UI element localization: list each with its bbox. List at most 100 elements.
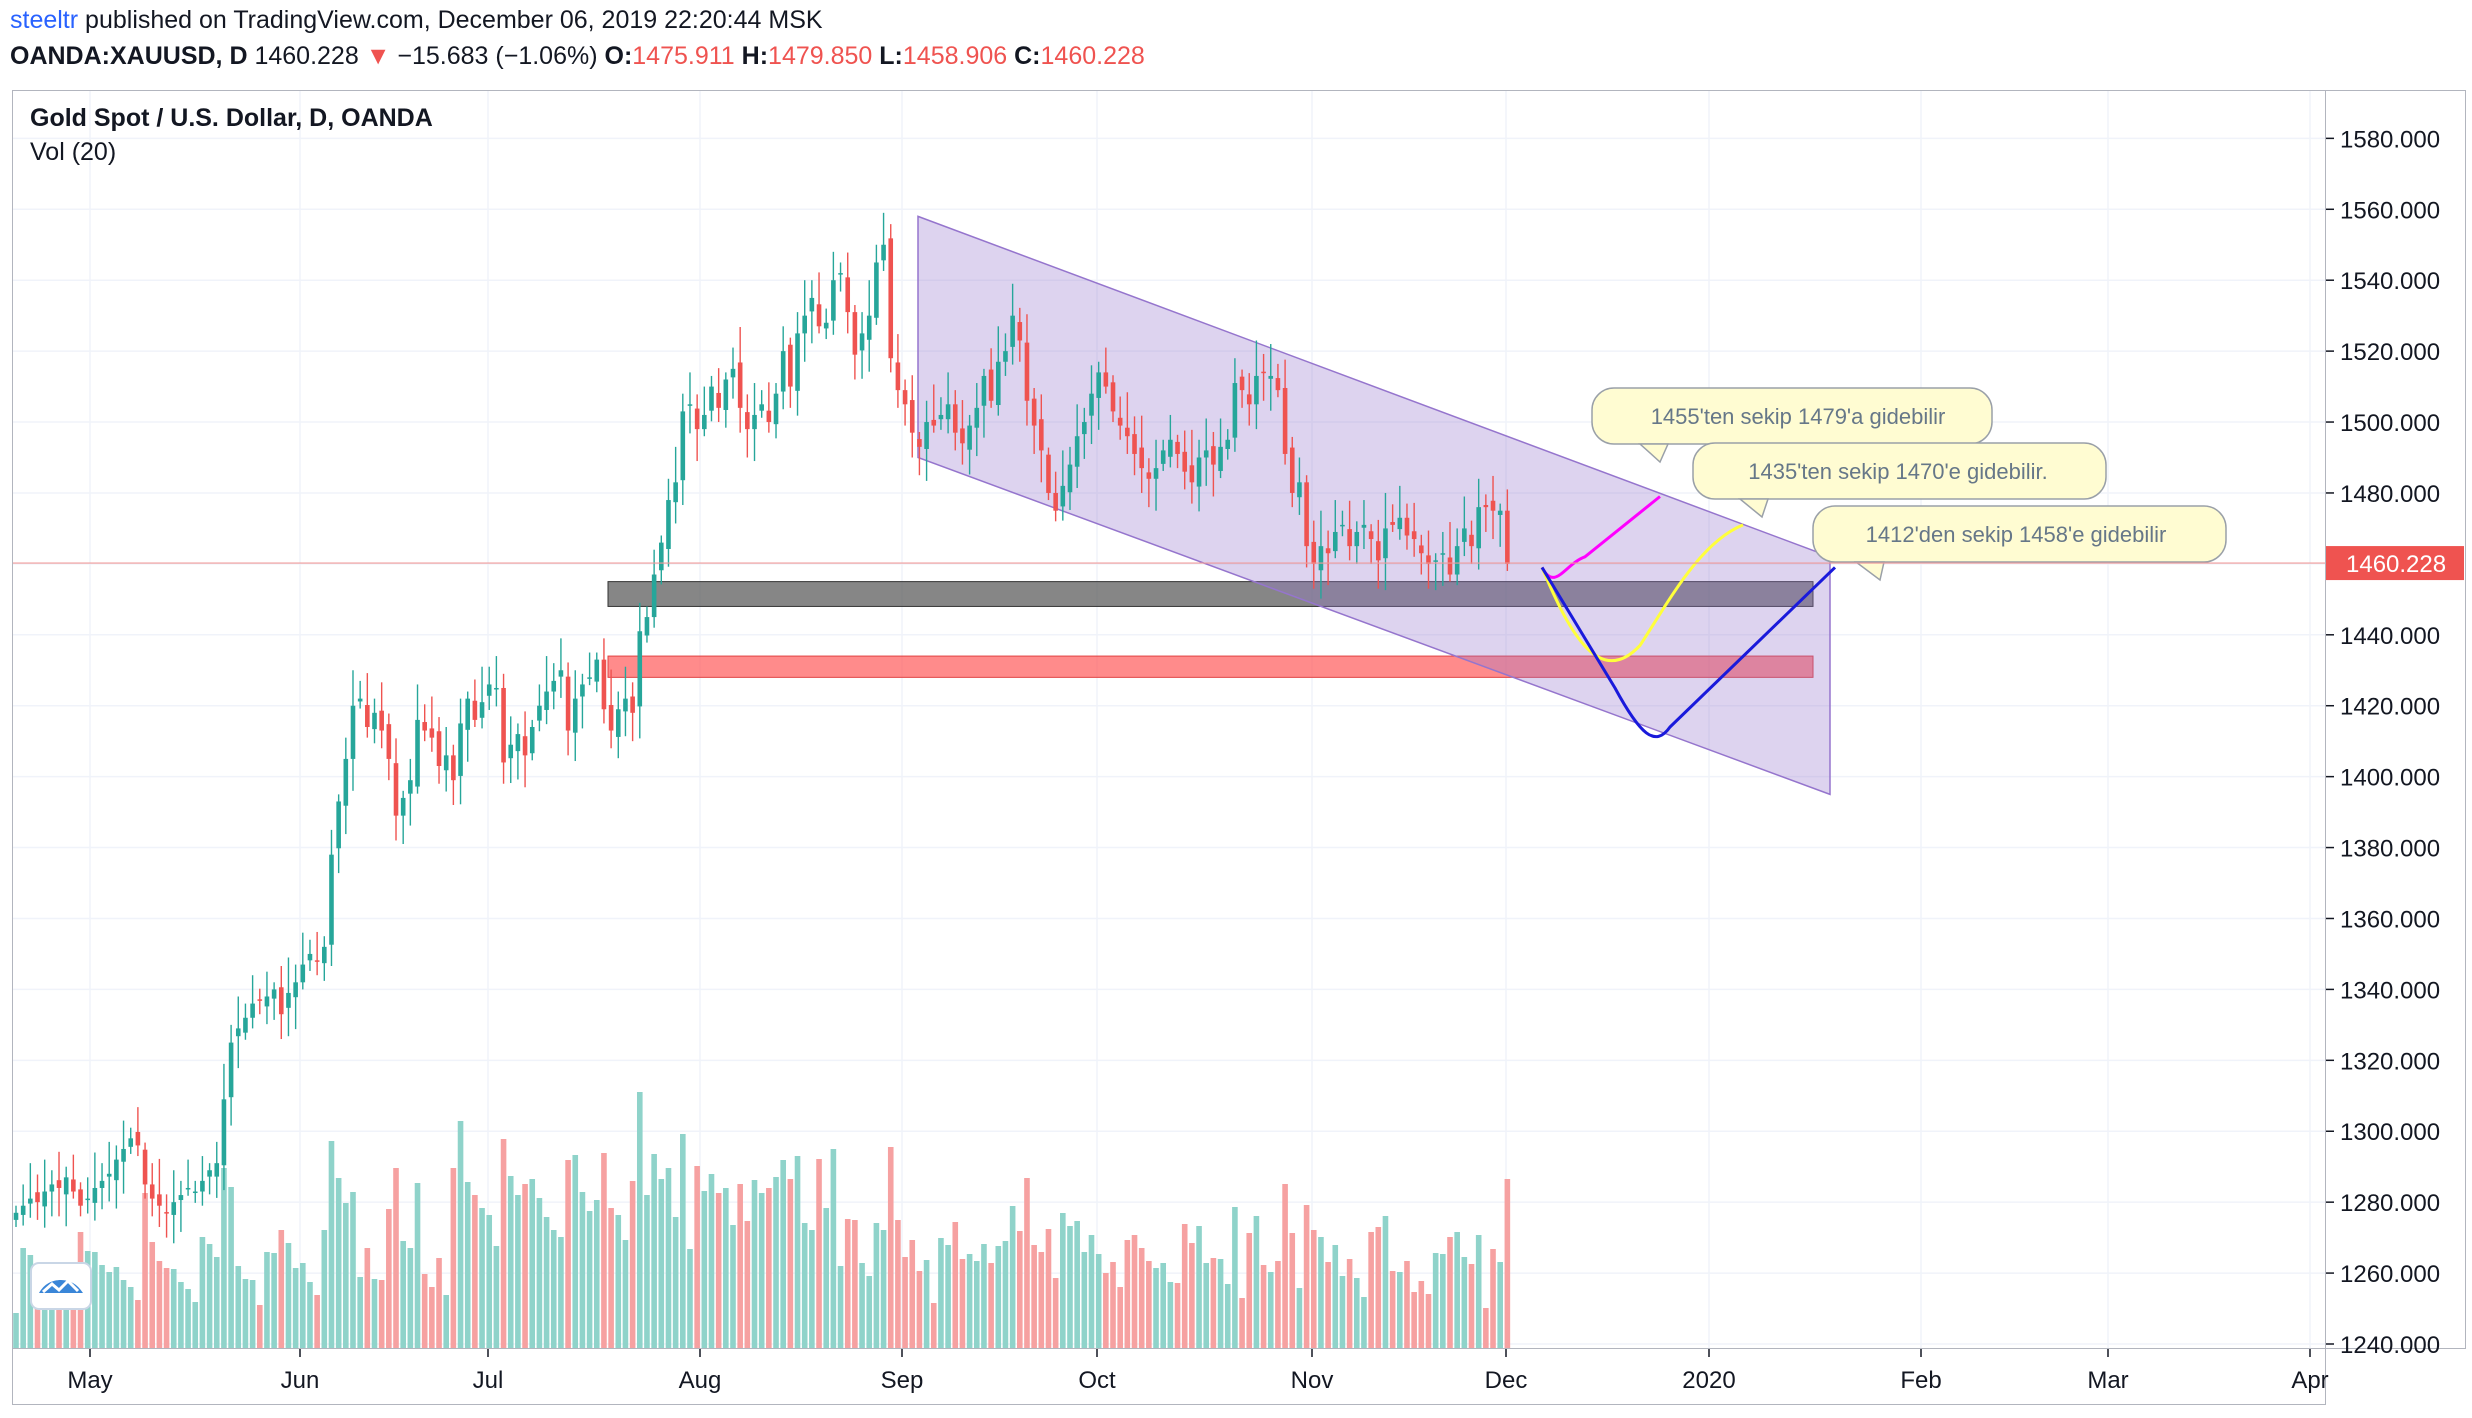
volume-bar [271, 1253, 277, 1348]
volume-bar [1189, 1243, 1195, 1348]
price-tick-label: 1300.000 [2340, 1119, 2440, 1146]
volume-bar [1181, 1224, 1188, 1348]
volume-bar [1203, 1263, 1210, 1348]
candle-body [952, 404, 958, 433]
tradingview-logo-icon [30, 1262, 92, 1310]
candle-body [178, 1195, 184, 1201]
volume-bar [1389, 1271, 1396, 1348]
candle-body [415, 719, 420, 787]
candlesticks [13, 212, 1510, 1244]
candle-body [924, 422, 929, 449]
volume-bar [493, 1246, 500, 1348]
candle-body [544, 691, 549, 710]
candle-body [207, 1170, 212, 1177]
volume-bar [708, 1174, 715, 1348]
volume-bar [264, 1252, 270, 1348]
price-tick-label: 1500.000 [2340, 410, 2440, 437]
candle-body [314, 960, 320, 962]
author-link[interactable]: steeltr [10, 6, 79, 34]
volume-bar [923, 1260, 930, 1348]
volume-bar [758, 1193, 765, 1348]
price-tick-label: 1240.000 [2340, 1332, 2440, 1359]
candle-body [737, 362, 743, 408]
candle-body [702, 414, 707, 430]
volume-bar [457, 1121, 464, 1348]
volume-bar [916, 1271, 923, 1348]
time-tick-label: Oct [1078, 1367, 1116, 1394]
volume-bar [185, 1289, 191, 1348]
volume-bar [794, 1156, 801, 1348]
volume-bar [321, 1230, 328, 1348]
time-tick-label: Mar [2087, 1367, 2128, 1394]
volume-bar [995, 1246, 1002, 1348]
candle-body [1376, 541, 1381, 561]
volume-bar [285, 1243, 292, 1348]
time-tick-label: May [67, 1367, 112, 1394]
channel-area [917, 215, 1831, 796]
down-arrow-icon: ▼ [365, 42, 391, 70]
candle-body [537, 705, 542, 721]
price-axis[interactable] [2326, 90, 2466, 1349]
candle-body [200, 1180, 205, 1192]
volume-bar [1210, 1258, 1217, 1348]
candle-body [228, 1042, 234, 1098]
volume-bar [787, 1179, 794, 1348]
volume-bar [1260, 1265, 1267, 1348]
candle-body [1440, 553, 1446, 555]
current-price-marker: 1460.228 [13, 546, 2464, 581]
time-axis[interactable] [12, 1349, 2326, 1405]
volume-bar [780, 1160, 786, 1348]
candle-body [106, 1173, 112, 1177]
grid-lines [13, 91, 2325, 1348]
candle-body [1225, 439, 1231, 449]
candle-body [1146, 472, 1152, 479]
candle-body [479, 702, 485, 718]
callout-text: 1455'ten sekip 1479'a gidebilir [1651, 404, 1946, 429]
candle-body [852, 312, 858, 355]
volume-bar [887, 1147, 894, 1348]
candle-body [393, 763, 399, 816]
candle-body [745, 412, 750, 430]
candle-body [1246, 394, 1252, 405]
volume-bar [723, 1188, 729, 1348]
time-tick-label: 2020 [1682, 1367, 1735, 1394]
candle-body [42, 1191, 47, 1207]
volume-bar [895, 1220, 901, 1348]
volume-bar [1246, 1233, 1253, 1348]
high-value: 1479.850 [768, 42, 873, 70]
candle-body [508, 744, 514, 759]
volume-bar [715, 1193, 722, 1348]
volume-bar [751, 1180, 758, 1348]
volume-bar [99, 1265, 105, 1348]
volume-bar [364, 1248, 371, 1348]
volume-bar [1017, 1231, 1023, 1348]
time-tick-label: Jun [281, 1367, 320, 1394]
volume-bar [651, 1154, 657, 1348]
candle-body [1505, 510, 1510, 564]
candle-body [35, 1192, 40, 1203]
candle-body [264, 996, 270, 1007]
volume-bar [1002, 1241, 1009, 1348]
candle-body [1024, 342, 1030, 401]
candle-body [1383, 528, 1388, 559]
volume-bar [292, 1268, 299, 1348]
volume-bar [421, 1274, 428, 1348]
descending-channel [917, 215, 1831, 796]
chart-pane[interactable] [12, 90, 2326, 1349]
candle-body [1125, 427, 1130, 437]
volume-bar [730, 1225, 736, 1348]
candle-body [1132, 434, 1137, 454]
volume-bar [873, 1223, 880, 1348]
volume-bar [981, 1244, 987, 1348]
volume-bar [170, 1269, 177, 1348]
candle-body [1454, 546, 1460, 575]
volume-legend[interactable]: Vol (20) [30, 138, 117, 166]
callout-text: 1412'den sekip 1458'e gidebilir [1866, 522, 2167, 547]
volume-bar [909, 1240, 916, 1348]
time-tick-label: Dec [1485, 1367, 1528, 1394]
candle-body [687, 404, 693, 406]
candle-body [386, 724, 392, 759]
candle-body [1031, 398, 1037, 426]
candle-body [451, 755, 456, 781]
